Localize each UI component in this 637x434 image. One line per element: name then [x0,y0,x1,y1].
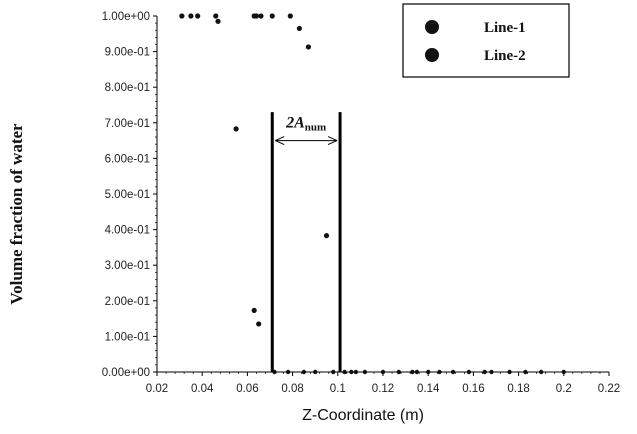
x-tick-label: 0.08 [281,383,303,395]
data-point-series-2 [561,369,566,375]
data-point-series-2 [380,369,386,375]
data-point-series-2 [450,369,456,375]
legend: Line-1 Line-2 [402,3,570,78]
data-point-series-2 [342,369,347,375]
legend-label-2: Line-2 [484,48,526,64]
data-point-series-2 [313,369,318,375]
data-point-series-2 [272,369,277,375]
data-point-series-2 [331,369,336,375]
y-tick-label: 4.00e-01 [105,225,150,237]
data-point-series-2 [301,369,307,375]
y-tick-label: 1.00e+00 [102,11,150,23]
y-tick-label: 7.00e-01 [105,118,150,130]
y-tick-label: 6.00e-01 [105,153,150,165]
legend-marker-2 [425,48,439,62]
data-point-series-2 [353,369,359,375]
data-point-series-2 [466,369,472,375]
data-point-series-1 [251,307,257,314]
data-point-series-2 [539,369,544,375]
data-point-series-1 [256,321,262,327]
data-point-series-1 [305,44,312,50]
data-point-series-2 [285,369,291,375]
data-point-series-1 [213,13,219,19]
y-tick-label: 5.00e-01 [105,189,150,201]
x-tick-label: 0.14 [417,383,440,395]
x-tick-label: 0.04 [191,383,214,395]
annotation-label-main: 2A [285,115,305,132]
data-point-series-1 [287,13,293,19]
data-point-series-2 [362,369,368,375]
y-tick-label: 2.00e-01 [105,296,150,308]
x-tick-label: 0.1 [330,383,346,395]
data-point-series-2 [396,369,402,375]
data-point-series-1 [195,13,201,19]
x-tick-label: 0.02 [146,383,168,395]
data-point-series-1 [215,18,221,24]
x-tick-label: 0.2 [556,383,572,395]
data-point-series-1 [188,13,194,19]
data-point-series-2 [437,369,442,375]
data-point-series-2 [507,369,512,375]
data-point-series-1 [269,13,275,19]
data-point-series-2 [523,369,528,375]
legend-marker-1 [425,20,439,34]
data-point-series-1 [258,13,264,19]
y-tick-label: 9.00e-01 [105,47,150,59]
x-tick-label: 0.18 [507,383,529,395]
y-tick-label: 8.00e-01 [105,82,150,94]
data-points [179,13,566,375]
data-point-series-1 [233,126,239,132]
data-point-series-2 [349,369,354,375]
annotation: 2Anum [275,115,338,146]
x-tick-label: 0.22 [598,383,620,395]
x-tick-label: 0.12 [372,383,394,395]
y-tick-label: 1.00e-01 [105,331,150,343]
data-point-series-2 [489,369,494,375]
legend-box [402,3,570,78]
annotation-label: 2Anum [285,115,326,134]
x-tick-label: 0.16 [462,383,484,395]
data-point-series-2 [410,369,415,375]
data-point-series-1 [296,25,302,32]
annotation-arrowhead-left [275,136,285,146]
x-axis-title: Z-Coordinate (m) [302,407,424,424]
annotation-label-sub: num [305,122,326,134]
data-point-series-2 [482,369,487,375]
data-point-series-1 [253,13,260,19]
data-point-series-1 [323,233,330,239]
legend-label-1: Line-1 [484,20,526,36]
y-tick-label: 3.00e-01 [105,260,150,272]
y-axis-title: Volume fraction of water [7,123,26,305]
data-point-series-2 [426,369,431,375]
vertical-lines [270,112,342,372]
data-point-series-2 [414,369,420,375]
data-point-series-1 [179,13,185,19]
axes: 0.00e+00 1.00e-01 2.00e-01 3.00e-01 4.00e-01… [7,11,620,424]
y-tick-label: 0.00e+00 [102,367,150,379]
x-tick-label: 0.06 [236,383,258,395]
annotation-arrowhead-right [327,136,338,146]
